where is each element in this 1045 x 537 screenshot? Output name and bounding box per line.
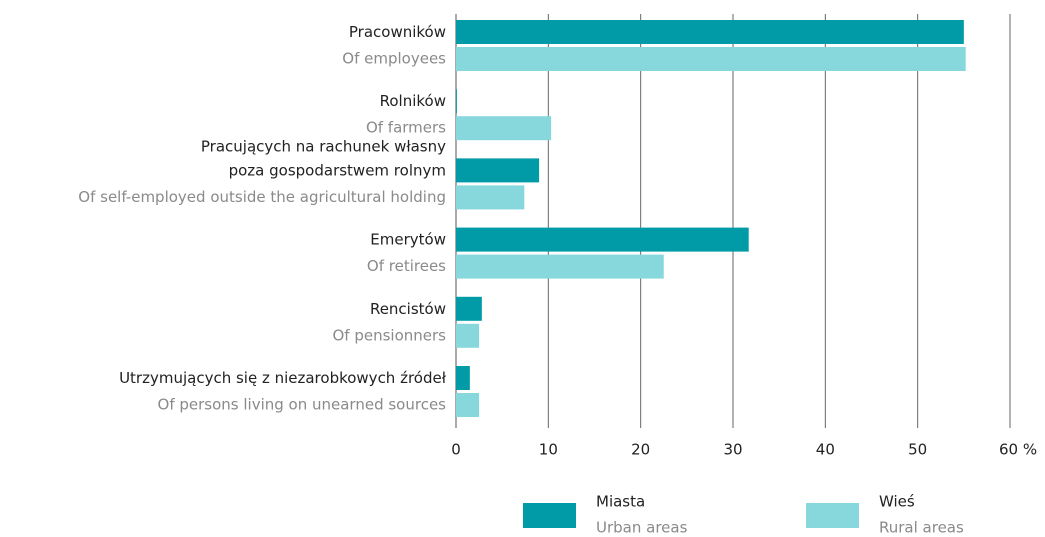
x-tick-label: 50 — [908, 441, 927, 459]
x-tick-label: 10 — [539, 441, 558, 459]
legend-label-en: Rural areas — [879, 519, 964, 537]
bar — [456, 366, 470, 390]
category-label: Emerytów — [370, 230, 446, 248]
category-label: Utrzymujących się z niezarobkowych źróde… — [119, 369, 447, 387]
legend-label-en: Urban areas — [596, 519, 688, 537]
category-label-en: Of self-employed outside the agricultura… — [78, 188, 446, 206]
bar — [456, 227, 749, 252]
bar — [456, 158, 540, 183]
bar — [456, 89, 457, 114]
category-label: Rolników — [380, 92, 446, 110]
bar — [456, 296, 482, 321]
category-label: Pracujących na rachunek własny poza gospo… — [201, 137, 446, 179]
x-tick-label: 30 — [723, 441, 742, 459]
bar — [456, 47, 966, 71]
x-tick-label: 0 — [451, 441, 461, 459]
legend-label: Wieś — [879, 493, 915, 511]
legend-swatch — [806, 503, 859, 528]
bar — [456, 254, 664, 279]
category-label-en: Of retirees — [367, 257, 446, 275]
bar — [456, 20, 964, 44]
x-tick-label: 60 % — [999, 441, 1037, 459]
bar — [456, 116, 552, 141]
category-label-en: Of pensionners — [333, 326, 447, 344]
bar — [456, 185, 525, 210]
category-label-en: Of employees — [342, 50, 446, 68]
legend-label: Miasta — [596, 493, 645, 511]
category-label: Rencistów — [370, 299, 446, 317]
category-label-en: Of farmers — [366, 119, 446, 137]
category-label: Pracowników — [349, 23, 446, 41]
legend-swatch — [523, 503, 576, 528]
x-tick-label: 40 — [816, 441, 835, 459]
bar — [456, 393, 480, 417]
category-label-en: Of persons living on unearned sources — [158, 396, 447, 414]
bar — [456, 323, 480, 348]
x-tick-label: 20 — [631, 441, 650, 459]
